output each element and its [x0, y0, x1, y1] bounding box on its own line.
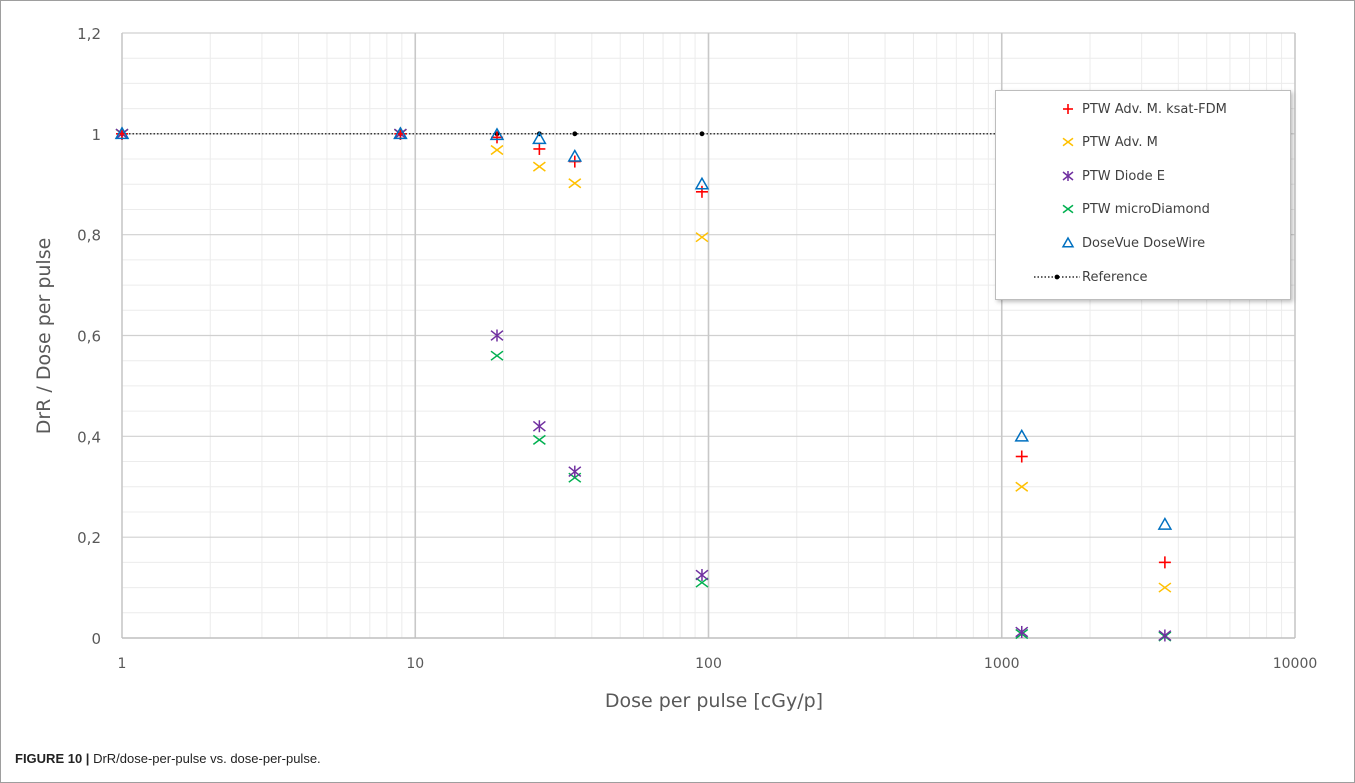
legend-item-reference: Reference: [996, 265, 1147, 289]
point-dosevue-dosewire: [567, 149, 583, 162]
y-tick-label: 0: [91, 630, 101, 648]
legend-symbol: [1061, 236, 1075, 248]
legend-marker-ptw-adv-m-ksat-fdm: [996, 97, 1082, 121]
point-dosevue-dosewire: [1157, 517, 1173, 530]
figure-caption-label: FIGURE 10 |: [15, 751, 90, 766]
y-tick-label: 1,2: [77, 25, 101, 43]
point-ptw-adv-m: [490, 144, 504, 156]
point-ptw-adv-m: [695, 232, 709, 243]
point-ptw-adv-m: [1015, 481, 1029, 492]
point-ptw-diode-e: [568, 465, 582, 478]
legend-label: PTW microDiamond: [1082, 201, 1210, 217]
legend-marker-ptw-adv-m: [996, 130, 1082, 154]
point-ptw-adv-m-ksat-fdm: [695, 185, 708, 198]
legend-symbol: [1063, 104, 1073, 114]
point-dosevue-dosewire: [694, 176, 710, 190]
y-tick-label: 0,2: [77, 529, 101, 547]
point-dosevue-dosewire: [114, 126, 130, 140]
legend-marker-reference: [996, 265, 1082, 289]
legend-label: PTW Adv. M. ksat-FDM: [1082, 101, 1227, 117]
point-dosevue-dosewire: [489, 127, 505, 141]
chart-legend: PTW Adv. M. ksat-FDM PTW Adv. M PTW Diode …: [995, 90, 1291, 300]
point-ptw-microdiamond: [490, 350, 504, 361]
point-ptw-diode-e: [1158, 629, 1172, 642]
y-tick-label: 0,4: [77, 428, 101, 446]
legend-item-ptw-adv-m-ksat-fdm: PTW Adv. M. ksat-FDM: [996, 97, 1227, 121]
legend-marker-dosevue-dosewire: [996, 231, 1082, 255]
point-ptw-adv-m-ksat-fdm: [1158, 556, 1171, 569]
x-tick-label: 1000: [984, 656, 1020, 672]
point-ptw-microdiamond: [532, 434, 546, 445]
figure-caption-text: DrR/dose-per-pulse vs. dose-per-pulse.: [93, 751, 321, 766]
x-tick-label: 10000: [1273, 656, 1318, 672]
y-axis-label: DrR / Dose per pulse: [33, 238, 55, 435]
x-axis-label: Dose per pulse [cGy/p]: [605, 690, 823, 712]
legend-symbol: [1062, 171, 1074, 181]
x-tick-label: 10: [406, 656, 424, 672]
point-ptw-microdiamond: [695, 577, 709, 588]
y-tick-label: 1: [91, 126, 101, 144]
legend-marker-ptw-diode-e: [996, 164, 1082, 188]
points-layer: [114, 126, 1173, 642]
y-tick-label: 0,8: [77, 227, 101, 245]
legend-symbol: [1062, 204, 1074, 214]
point-ptw-adv-m: [568, 178, 582, 189]
point-ptw-diode-e: [490, 329, 504, 342]
point-ptw-diode-e: [532, 420, 546, 433]
point-dosevue-dosewire: [1014, 428, 1030, 442]
axes-layer: 1 10 100 1000 10000 0 0,2 0,4 0,6 0,8 1 1,2: [77, 25, 1317, 672]
legend-label: PTW Adv. M: [1082, 134, 1158, 150]
legend-item-ptw-microdiamond: PTW microDiamond: [996, 197, 1210, 221]
point-ptw-adv-m-ksat-fdm: [1015, 450, 1028, 463]
point-ptw-adv-m: [532, 161, 546, 172]
legend-item-dosevue-dosewire: DoseVue DoseWire: [996, 231, 1205, 255]
legend-symbol: [1062, 137, 1074, 147]
point-ptw-diode-e: [695, 568, 709, 581]
point-ptw-adv-m-ksat-fdm: [533, 142, 546, 155]
figure-caption: FIGURE 10 | DrR/dose-per-pulse vs. dose-…: [15, 751, 321, 766]
point-dosevue-dosewire: [532, 131, 547, 145]
legend-item-ptw-adv-m: PTW Adv. M: [996, 130, 1158, 154]
legend-label: Reference: [1082, 269, 1148, 285]
reference-point: [572, 131, 578, 137]
point-dosevue-dosewire: [393, 126, 408, 140]
x-tick-label: 1: [118, 656, 127, 672]
x-tick-label: 100: [695, 656, 722, 672]
reference-point: [699, 131, 705, 137]
point-ptw-adv-m-ksat-fdm: [490, 131, 503, 144]
legend-item-ptw-diode-e: PTW Diode E: [996, 164, 1165, 188]
point-ptw-adv-m: [1158, 582, 1172, 593]
legend-marker-ptw-microdiamond: [996, 197, 1082, 221]
legend-label: DoseVue DoseWire: [1082, 235, 1206, 251]
legend-label: PTW Diode E: [1082, 168, 1165, 184]
legend-reference-dot: [1054, 274, 1060, 280]
y-tick-label: 0,6: [77, 328, 101, 346]
point-ptw-diode-e: [1015, 625, 1029, 638]
